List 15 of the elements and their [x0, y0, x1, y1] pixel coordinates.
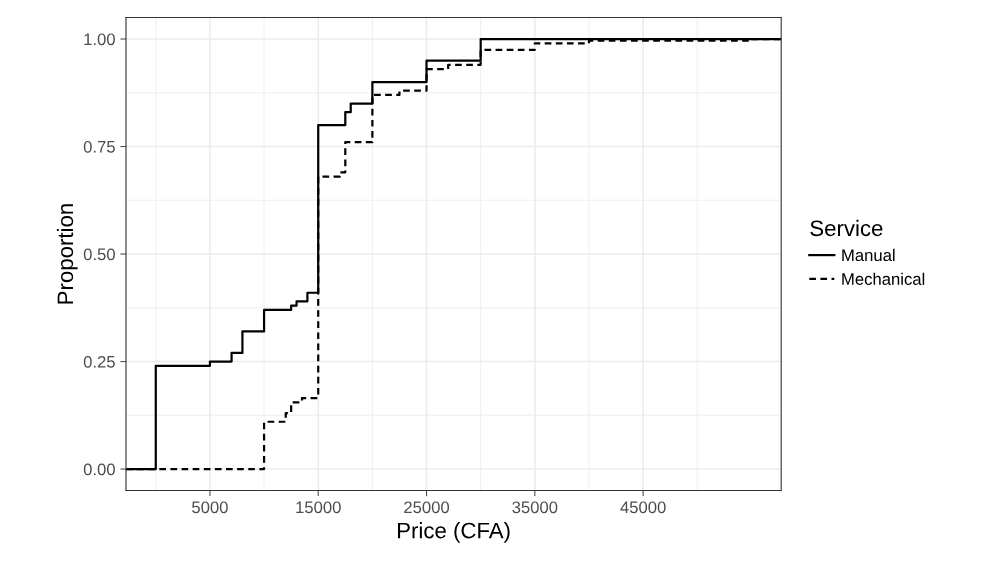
y-tick-label: 0.25	[83, 355, 115, 368]
y-axis-title: Proportion	[56, 204, 78, 304]
y-tick-label: 0.50	[83, 248, 115, 261]
x-tick-label: 45000	[620, 501, 666, 514]
y-tick-label: 0.75	[83, 140, 115, 153]
y-tick-label: 0.00	[83, 463, 115, 476]
legend-label: Manual	[842, 248, 895, 262]
x-tick-label: 35000	[512, 501, 558, 514]
x-tick-label: 5000	[192, 501, 228, 514]
x-tick-label: 25000	[404, 501, 450, 514]
legend-label: Mechanical	[842, 272, 925, 285]
y-tick-label: 1.00	[84, 33, 115, 46]
x-axis-title: Price (CFA)	[398, 522, 510, 543]
x-tick-label: 15000	[296, 501, 341, 514]
legend-title: Service	[810, 219, 883, 237]
